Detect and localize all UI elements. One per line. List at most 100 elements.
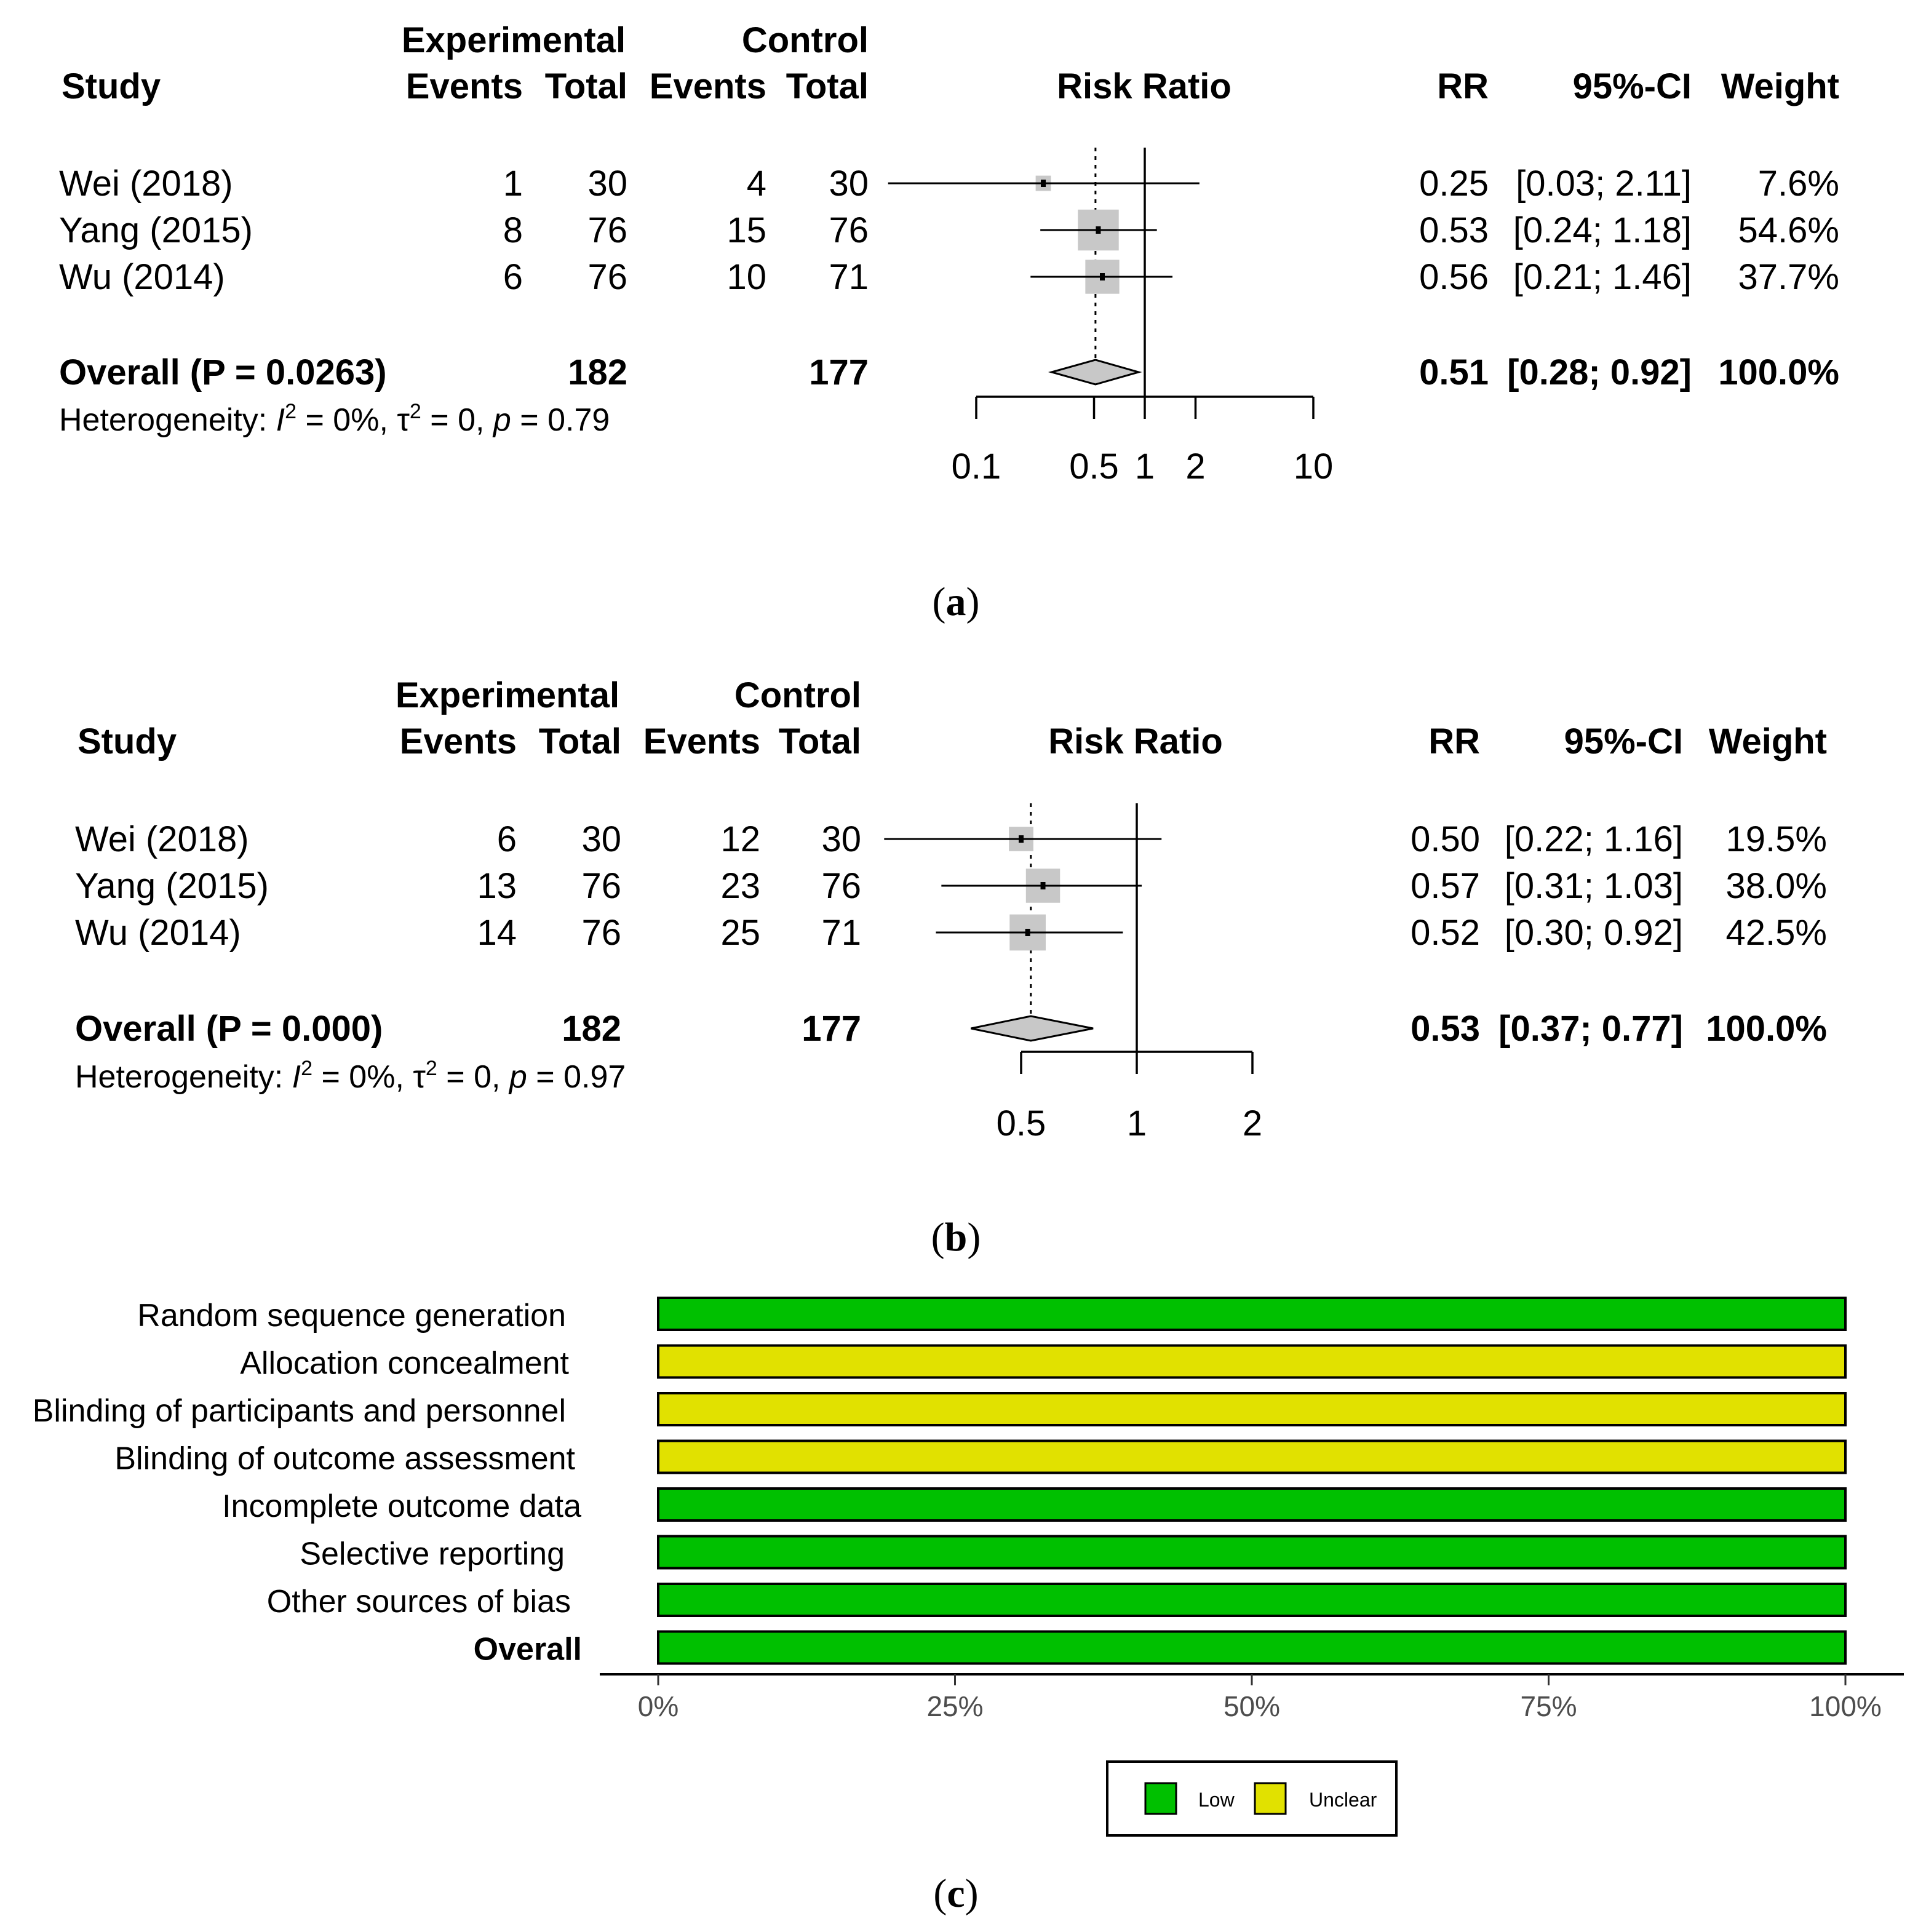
heterogeneity-text: Heterogeneity: I2 = 0%, τ2 = 0, p = 0.79 xyxy=(59,400,610,438)
header-control: Control xyxy=(734,675,861,715)
study-point xyxy=(1040,882,1046,889)
exp-total: 30 xyxy=(587,164,627,204)
domain-bar xyxy=(657,1535,1847,1570)
domain-bar xyxy=(657,1487,1847,1522)
panel-caption: (b) xyxy=(931,1215,981,1260)
domain-label: Other sources of bias xyxy=(267,1584,571,1620)
overall-rr: 0.51 xyxy=(1419,352,1489,392)
x-axis-tick-label: 1 xyxy=(1127,1103,1147,1143)
domain-label: Selective reporting xyxy=(300,1536,565,1572)
study-rr: 0.56 xyxy=(1419,257,1489,297)
x-axis-tick-label: 0% xyxy=(638,1690,678,1722)
study-ci: [0.31; 1.03] xyxy=(1505,866,1683,906)
exp-total: 76 xyxy=(581,866,621,906)
x-axis-tick-label: 0.1 xyxy=(952,447,1001,487)
header-study: Study xyxy=(62,66,161,106)
exp-total: 76 xyxy=(587,210,627,250)
header-exp-total: Total xyxy=(545,66,627,106)
overall-exp-total: 182 xyxy=(562,1009,621,1049)
study-ci: [0.24; 1.18] xyxy=(1513,210,1692,250)
exp-events: 6 xyxy=(503,257,523,297)
x-axis-tick-label: 0.5 xyxy=(997,1103,1046,1143)
domain-label: Allocation concealment xyxy=(240,1346,569,1381)
study-weight: 54.6% xyxy=(1738,210,1839,250)
legend-label-low: Low xyxy=(1198,1789,1235,1811)
overall-ctrl-total: 177 xyxy=(809,352,869,392)
domain-label: Random sequence generation xyxy=(137,1298,566,1334)
domain-bar xyxy=(657,1297,1847,1331)
study-point xyxy=(1100,273,1105,280)
study-point xyxy=(1041,180,1046,187)
overall-weight: 100.0% xyxy=(1706,1009,1827,1049)
domain-bar xyxy=(657,1392,1847,1426)
header-ci: 95%-CI xyxy=(1573,66,1692,106)
domain-bar xyxy=(657,1344,1847,1379)
exp-total: 76 xyxy=(587,257,627,297)
x-axis-tick-label: 25% xyxy=(926,1690,983,1722)
header-weight: Weight xyxy=(1721,66,1839,106)
study-weight: 7.6% xyxy=(1758,164,1839,204)
study-name: Wei (2018) xyxy=(75,819,249,859)
header-control: Control xyxy=(742,20,869,60)
domain-bar xyxy=(657,1439,1847,1474)
study-rr: 0.53 xyxy=(1419,210,1489,250)
domain-bar xyxy=(657,1583,1847,1617)
legend: Low Unclear xyxy=(1106,1760,1398,1837)
header-ctrl-events: Events xyxy=(650,66,766,106)
x-axis-tick-label: 1 xyxy=(1135,447,1155,487)
domain-label: Blinding of outcome assessment xyxy=(114,1441,575,1477)
risk-of-bias-chart: Random sequence generation Allocation con… xyxy=(33,1297,1904,1916)
study-weight: 38.0% xyxy=(1726,866,1827,906)
header-exp-total: Total xyxy=(539,722,621,761)
ctrl-total: 76 xyxy=(821,866,861,906)
legend-swatch-unclear xyxy=(1254,1782,1287,1815)
study-name: Wu (2014) xyxy=(75,913,241,953)
ctrl-total: 71 xyxy=(829,257,869,297)
x-axis-tick-label: 100% xyxy=(1809,1690,1882,1722)
overall-weight: 100.0% xyxy=(1718,352,1839,392)
study-weight: 19.5% xyxy=(1726,819,1827,859)
ctrl-events: 10 xyxy=(726,257,766,297)
header-experimental: Experimental xyxy=(402,20,626,60)
study-name: Yang (2015) xyxy=(75,866,269,906)
overall-diamond xyxy=(971,1015,1094,1042)
study-rr: 0.50 xyxy=(1411,819,1480,859)
study-weight: 42.5% xyxy=(1726,913,1827,953)
ctrl-events: 4 xyxy=(747,164,766,204)
overall-label: Overall (P = 0.000) xyxy=(75,1009,383,1049)
ctrl-events: 15 xyxy=(726,210,766,250)
exp-events: 8 xyxy=(503,210,523,250)
header-exp-events: Events xyxy=(400,722,517,761)
header-rr: RR xyxy=(1437,66,1489,106)
forest-plot-a: Experimental Control Study Events Total Event… xyxy=(59,20,1839,624)
header-ctrl-total: Total xyxy=(779,722,861,761)
exp-events: 13 xyxy=(477,866,517,906)
domain-label: Overall xyxy=(474,1632,582,1668)
study-point xyxy=(1096,226,1101,234)
study-ci: [0.03; 2.11] xyxy=(1516,164,1692,204)
x-axis-tick-label: 10 xyxy=(1294,447,1334,487)
legend-label-unclear: Unclear xyxy=(1309,1789,1377,1811)
study-point xyxy=(1025,929,1030,936)
ctrl-total: 30 xyxy=(829,164,869,204)
x-axis-tick-label: 2 xyxy=(1185,447,1205,487)
study-weight: 37.7% xyxy=(1738,257,1839,297)
overall-rr: 0.53 xyxy=(1411,1009,1480,1049)
header-ctrl-total: Total xyxy=(786,66,869,106)
exp-events: 1 xyxy=(503,164,523,204)
ctrl-total: 76 xyxy=(829,210,869,250)
study-name: Yang (2015) xyxy=(59,210,253,250)
header-experimental: Experimental xyxy=(396,675,619,715)
study-rr: 0.52 xyxy=(1411,913,1480,953)
ctrl-total: 71 xyxy=(821,913,861,953)
x-axis-tick-label: 75% xyxy=(1520,1690,1577,1722)
panel-caption: (c) xyxy=(933,1871,978,1916)
overall-ctrl-total: 177 xyxy=(802,1009,861,1049)
x-axis-tick-label: 0.5 xyxy=(1069,447,1119,487)
ctrl-total: 30 xyxy=(821,819,861,859)
study-name: Wei (2018) xyxy=(59,164,233,204)
header-study: Study xyxy=(78,722,177,761)
study-ci: [0.30; 0.92] xyxy=(1505,913,1683,953)
x-axis-tick-label: 50% xyxy=(1224,1690,1280,1722)
